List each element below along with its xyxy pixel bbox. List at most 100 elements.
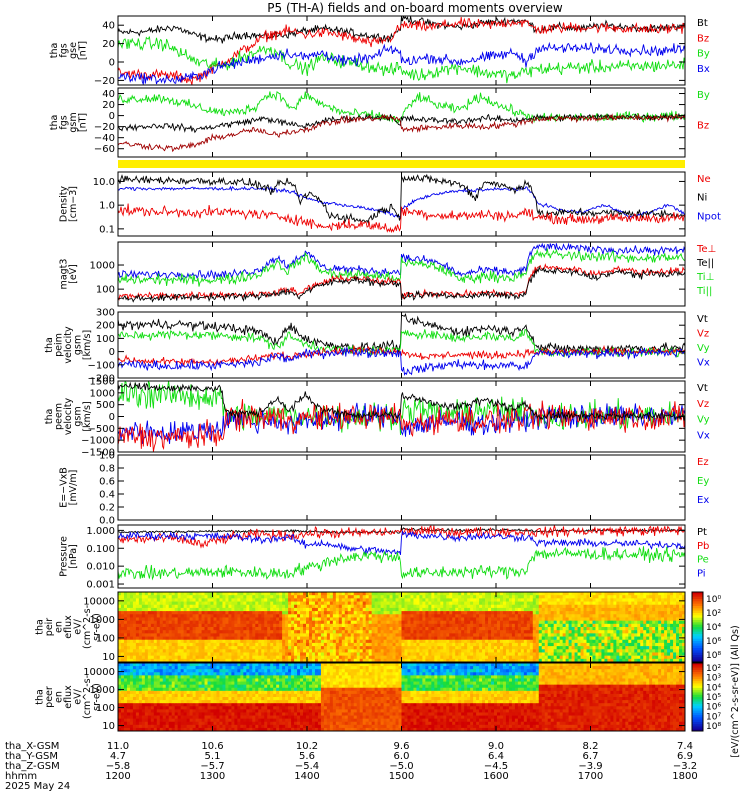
x-annotation-value: 4.7 bbox=[110, 751, 126, 762]
legend-entry-By: By bbox=[697, 90, 710, 101]
legend-entry-Pe: Pe bbox=[697, 555, 709, 566]
legend-entry-Vt: Vt bbox=[697, 314, 708, 325]
quality-flag-bar bbox=[118, 160, 685, 168]
x-annotation-row-label: hhmm bbox=[5, 771, 37, 782]
y-tick-label: −500 bbox=[88, 424, 115, 435]
y-tick-label: 0 bbox=[109, 111, 115, 122]
x-annotation-value: 5.1 bbox=[205, 751, 221, 762]
series-line-fgs-gse-2 bbox=[118, 36, 685, 84]
plot-title: P5 (TH-A) fields and on-board moments ov… bbox=[267, 1, 563, 15]
legend-entry-Ez: Ez bbox=[697, 457, 709, 468]
colorbar-tick-label: 10⁰ bbox=[706, 595, 721, 605]
y-axis-label-line: velocity bbox=[63, 398, 74, 436]
x-annotation-value: −5.7 bbox=[200, 761, 224, 772]
x-annotation-value: 8.2 bbox=[583, 741, 599, 752]
colorbar-tick-label: 10⁴ bbox=[706, 623, 721, 633]
x-annotation-value: −5.0 bbox=[389, 761, 413, 772]
y-tick-label: −200 bbox=[88, 374, 115, 385]
legend-entry-Bz: Bz bbox=[697, 33, 709, 44]
x-annotation-value: 1600 bbox=[483, 771, 508, 782]
legend-entry-Pt: Pt bbox=[697, 527, 707, 538]
x-annotation-value: 1700 bbox=[578, 771, 603, 782]
x-annotation-value: −5.8 bbox=[106, 761, 130, 772]
x-annotation-row-label: tha_X-GSM bbox=[5, 741, 59, 752]
series-line-peem-velocity-3 bbox=[118, 381, 685, 421]
colorbar-tick-label: 10⁶ bbox=[706, 637, 721, 647]
y-tick-label: 200 bbox=[96, 321, 115, 332]
colorbar-tick-label: 10⁸ bbox=[706, 722, 721, 732]
x-annotation-value: 1200 bbox=[105, 771, 130, 782]
legend-entry-Ex: Ex bbox=[697, 495, 709, 506]
y-tick-label: 100 bbox=[96, 633, 115, 644]
legend-entry-Vt: Vt bbox=[697, 383, 708, 394]
series-line-temperature-1 bbox=[118, 248, 685, 287]
legend-entry-Vz: Vz bbox=[697, 399, 709, 410]
y-axis-label: magt3[eV] bbox=[58, 259, 79, 290]
x-annotation-value: 5.6 bbox=[299, 751, 315, 762]
x-annotation-value: 11.0 bbox=[107, 741, 129, 752]
colorbar-tick-label: 10² bbox=[706, 664, 721, 674]
x-annotation-value: −3.9 bbox=[578, 761, 602, 772]
y-axis-label-line: en bbox=[54, 691, 65, 703]
x-annotation-value: −5.4 bbox=[295, 761, 319, 772]
panel-efield: 1.0 0.8 0.6 0.4 0.2 0.0 E=−VxB[mV/m] Ez Ey Ex bbox=[58, 451, 709, 527]
y-axis-label-line: [km/s] bbox=[82, 401, 93, 431]
colorbar-peir-en-eflux: 10⁸ 10⁶ 10⁴ 10² 10⁰ bbox=[691, 591, 721, 663]
x-annotation-value: −4.5 bbox=[484, 761, 508, 772]
y-axis-label-line: Pressure bbox=[58, 536, 69, 577]
x-annotation-row-label: tha_Z-GSM bbox=[5, 761, 60, 772]
y-tick-label: −40 bbox=[94, 133, 115, 144]
colorbar-tick-label: 10⁵ bbox=[706, 693, 721, 703]
x-annotation-value: 10.6 bbox=[201, 741, 223, 752]
y-tick-label: 0 bbox=[109, 58, 115, 69]
panel-peim-velocity: 300 200 100 0 −100 −200 thapeimvelocitygsm[km/… bbox=[44, 308, 710, 385]
x-annotation-value: 7.4 bbox=[677, 741, 693, 752]
legend-entry-Pi: Pi bbox=[697, 568, 706, 579]
legend-entry-Ey: Ey bbox=[697, 476, 709, 487]
y-axis-label-line: gsm bbox=[68, 112, 79, 132]
y-axis-label-line: sr-eV) bbox=[92, 683, 103, 711]
y-axis-label-line: E=−VxB bbox=[58, 467, 69, 508]
y-axis-label-line: magt3 bbox=[58, 259, 69, 290]
y-axis-label-line: peem bbox=[54, 403, 65, 430]
y-axis-label-line: eflux bbox=[63, 615, 74, 639]
y-tick-label: −1000 bbox=[81, 436, 115, 447]
y-tick-label: 0.6 bbox=[99, 477, 115, 488]
x-annotation-row-label: 2025 May 24 bbox=[5, 781, 70, 792]
y-tick-label: 1.000 bbox=[86, 526, 115, 537]
x-annotation-value: −3.2 bbox=[673, 761, 697, 772]
legend-entry-Ti⊥: Ti⊥ bbox=[696, 272, 714, 283]
panel-temperature: 1000 100 magt3[eV] Te⊥ Te|| Ti⊥ Ti|| bbox=[58, 241, 716, 307]
y-axis-label-line: fgs bbox=[58, 43, 69, 57]
y-axis-label-line: [cm−3] bbox=[68, 186, 79, 222]
y-tick-label: 500 bbox=[96, 400, 115, 411]
x-annotation-value: 9.0 bbox=[488, 741, 504, 752]
y-tick-label: 0.2 bbox=[99, 503, 115, 514]
y-axis-label-line: peir bbox=[44, 618, 55, 637]
legend-entry-Ti||: Ti|| bbox=[696, 286, 712, 297]
y-axis-label-line: Density bbox=[58, 186, 69, 222]
x-annotation-value: 1800 bbox=[672, 771, 697, 782]
spectrogram-peir-en-eflux bbox=[118, 592, 686, 663]
series-line-fgs-gsm-2 bbox=[118, 113, 685, 153]
series-line-peem-velocity-2 bbox=[118, 398, 685, 452]
x-annotation-value: 1400 bbox=[294, 771, 319, 782]
y-tick-label: −20 bbox=[94, 76, 115, 87]
x-annotation-value: 10.2 bbox=[296, 741, 318, 752]
y-axis-label-line: (cm^2-s- bbox=[82, 675, 93, 719]
y-axis-label-line: eV/ bbox=[73, 688, 84, 704]
y-tick-label: −100 bbox=[88, 360, 115, 371]
y-axis-label-line: tha bbox=[44, 337, 55, 353]
y-tick-label: 10000 bbox=[83, 667, 115, 678]
series-line-peim-velocity-1 bbox=[118, 329, 685, 358]
y-tick-label: 20 bbox=[102, 39, 115, 50]
y-axis-label-line: (cm^2-s- bbox=[82, 605, 93, 649]
y-tick-label: 100 bbox=[96, 285, 115, 296]
colorbar-tick-label: 10³ bbox=[706, 674, 721, 684]
x-annotation-value: 1300 bbox=[200, 771, 225, 782]
y-tick-label: 0.010 bbox=[86, 562, 115, 573]
